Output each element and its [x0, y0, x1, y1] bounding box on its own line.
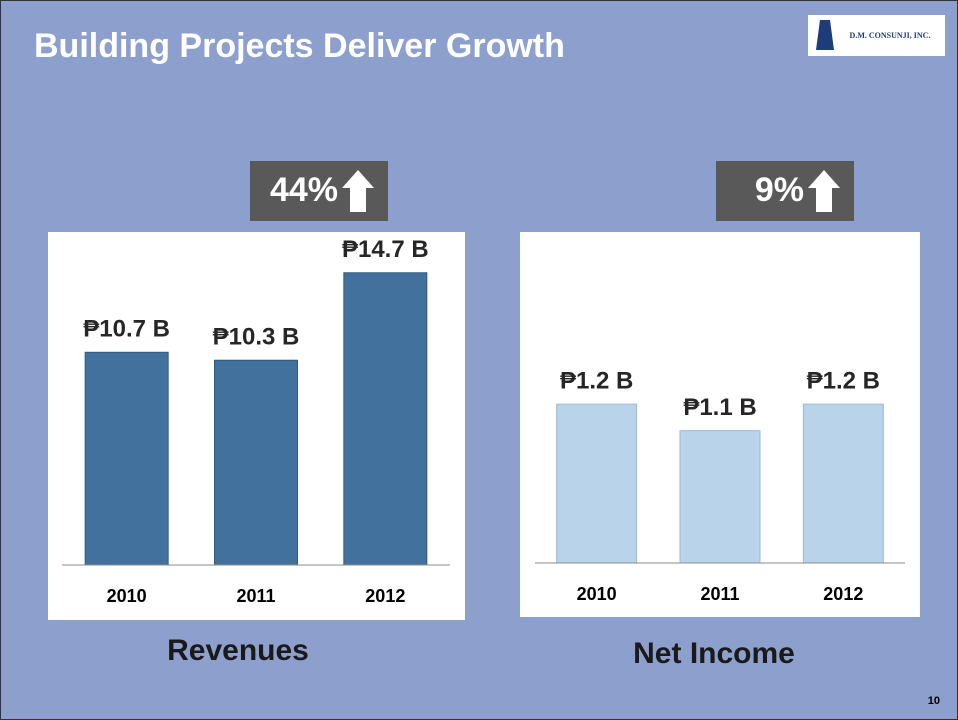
x-tick-label: 2012 [365, 586, 405, 606]
growth-arrow [342, 170, 374, 212]
bar [84, 351, 169, 566]
bar [343, 272, 428, 566]
x-tick-label: 2012 [823, 584, 863, 604]
bar [679, 430, 761, 564]
value-label: ₱14.7 B [342, 236, 429, 263]
x-tick-label: 2010 [107, 586, 147, 606]
chart-title: Revenues [167, 634, 309, 667]
growth-label: 44% [270, 171, 338, 209]
x-tick-label: 2011 [236, 586, 275, 606]
growth-label: 9% [755, 171, 804, 209]
bar [556, 403, 638, 564]
value-label: ₱1.2 B [560, 367, 633, 394]
chart-title: Net Income [633, 637, 795, 670]
logo-icon [816, 20, 834, 50]
page-number: 10 [928, 695, 940, 707]
growth-arrow [808, 170, 840, 212]
x-tick-label: 2011 [700, 584, 739, 604]
slide-title: Building Projects Deliver Growth [34, 27, 565, 65]
value-label: ₱1.1 B [683, 394, 756, 421]
x-tick-label: 2010 [577, 584, 617, 604]
bar [802, 403, 884, 564]
logo-text: D.M. CONSUNJI, INC. [850, 31, 931, 40]
value-label: ₱10.7 B [83, 316, 170, 343]
value-label: ₱10.3 B [213, 324, 300, 351]
bar [214, 359, 298, 566]
value-label: ₱1.2 B [807, 367, 880, 394]
